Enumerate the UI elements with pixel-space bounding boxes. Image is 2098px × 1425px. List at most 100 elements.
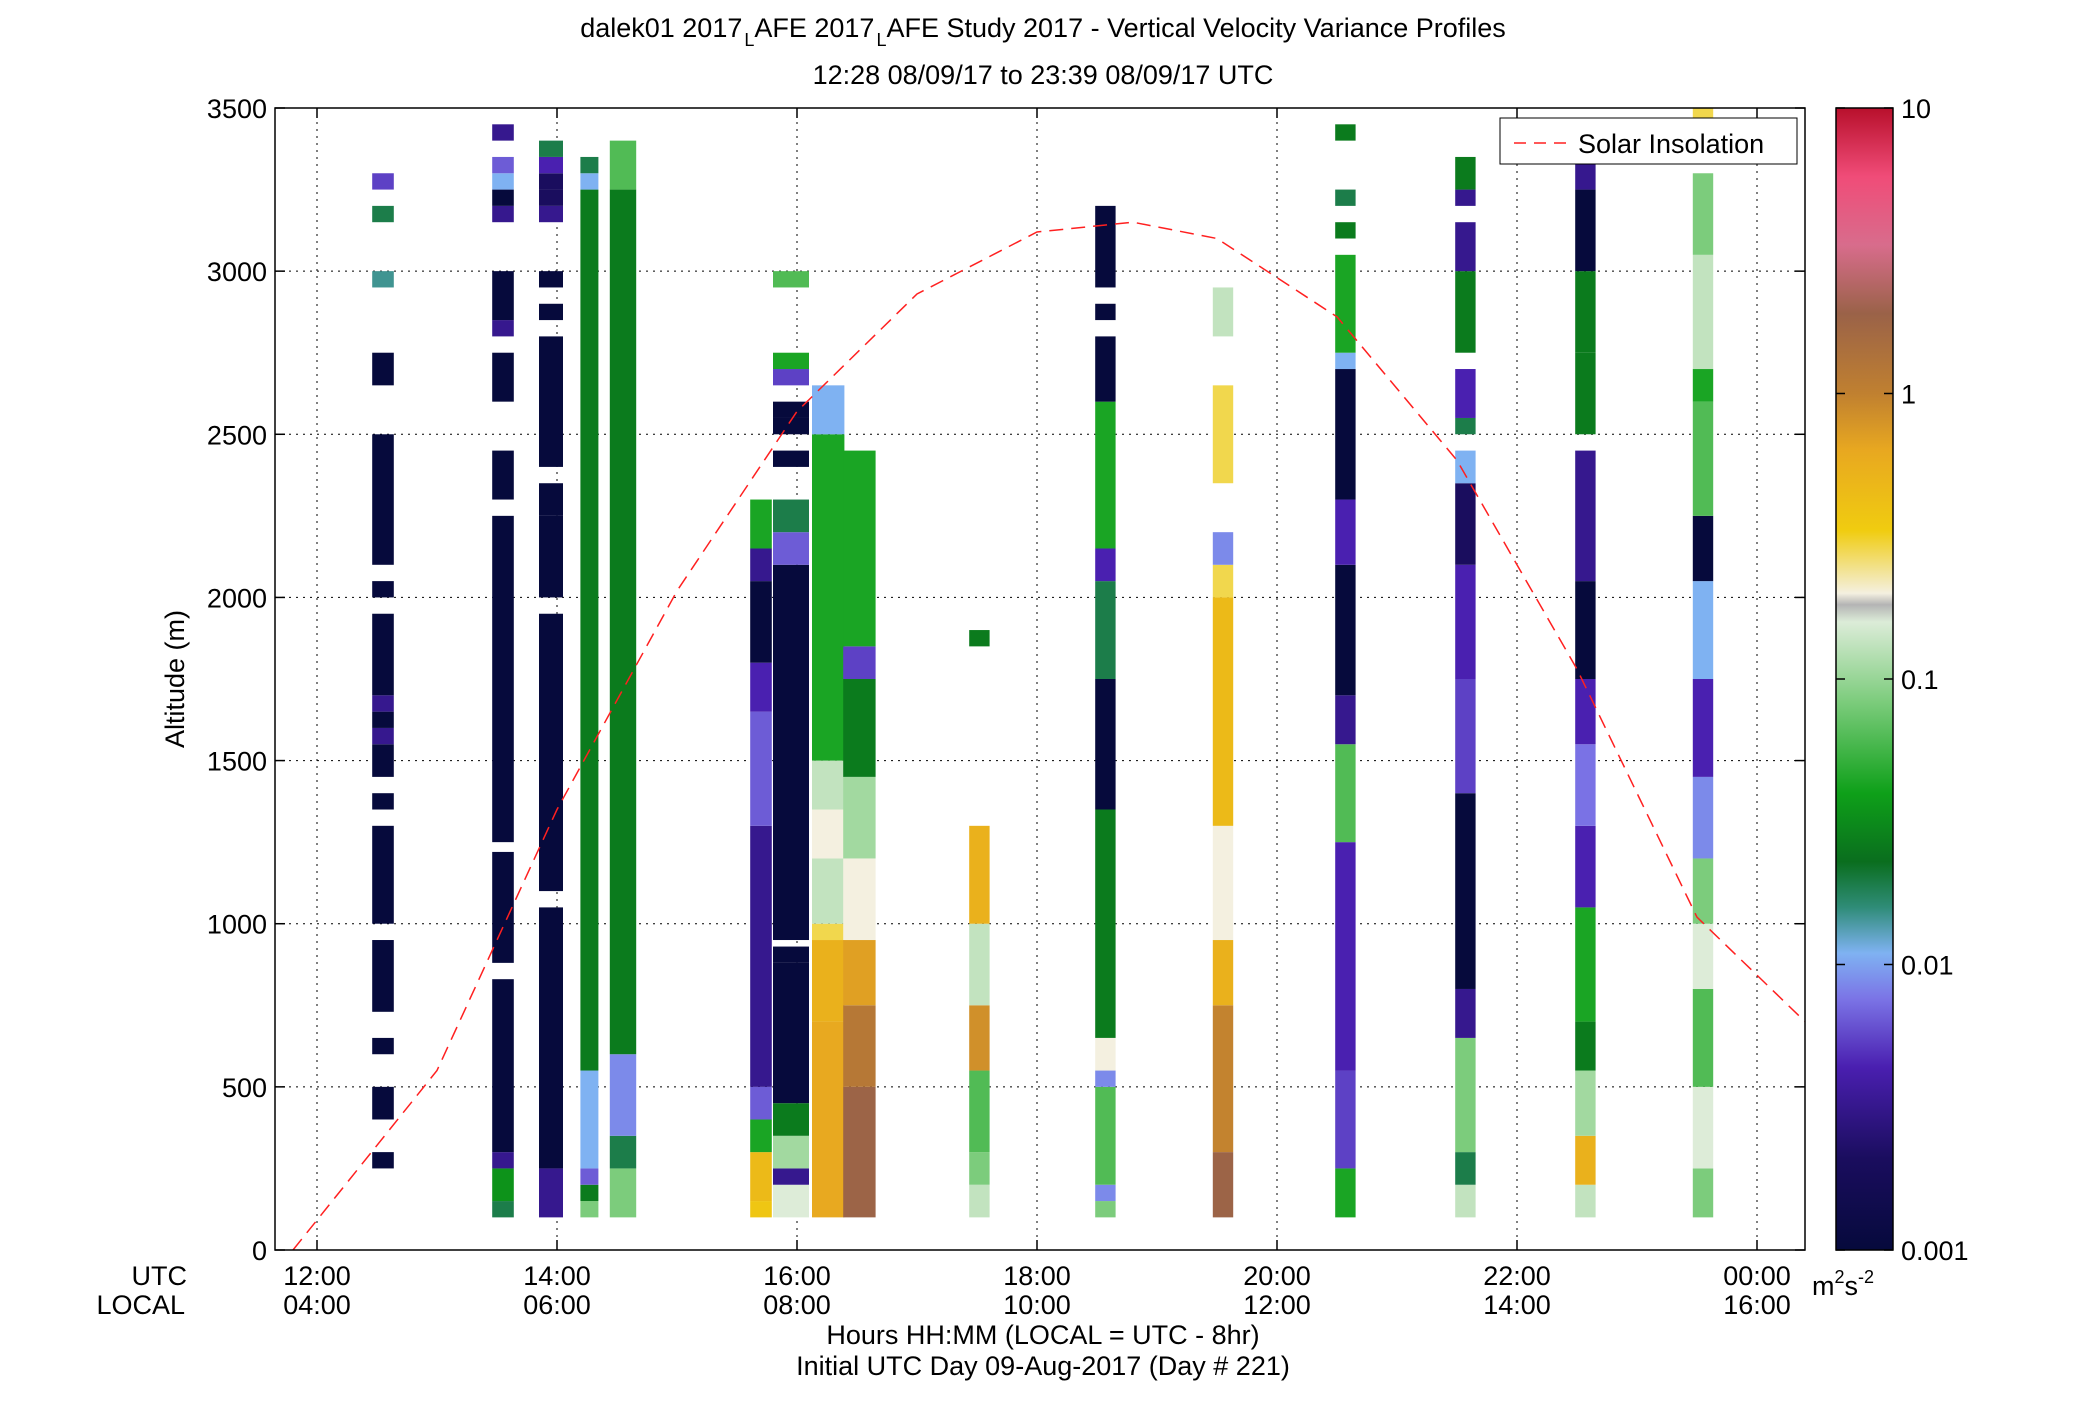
variance-cell — [812, 1021, 845, 1218]
variance-cell — [1575, 1135, 1596, 1185]
variance-cell — [969, 825, 990, 924]
variance-cell — [843, 1005, 876, 1087]
variance-cell — [1212, 532, 1234, 565]
variance-cell — [1095, 1184, 1116, 1202]
x-tick-label-local: 14:00 — [1483, 1290, 1551, 1320]
variance-cell — [1335, 842, 1356, 1071]
variance-cell — [773, 352, 809, 370]
variance-cell — [969, 923, 990, 1006]
variance-cell — [773, 401, 809, 418]
variance-cell — [1335, 744, 1356, 843]
variance-cell — [372, 173, 394, 190]
variance-cell — [1455, 679, 1476, 794]
y-tick-label: 2500 — [207, 420, 267, 450]
variance-cell — [539, 303, 563, 321]
variance-cell — [1335, 1070, 1356, 1169]
variance-cell — [843, 646, 876, 679]
variance-cell — [372, 711, 394, 728]
x-tick-label-local: 16:00 — [1723, 1290, 1791, 1320]
variance-cell — [372, 352, 394, 386]
variance-cell — [492, 156, 514, 174]
variance-cell — [580, 173, 599, 190]
variance-cell — [372, 613, 394, 696]
colorbar-tick-label: 1 — [1901, 380, 1916, 410]
variance-cell — [1455, 793, 1476, 989]
plot-frame — [274, 107, 1806, 1251]
variance-cell — [492, 189, 514, 206]
variance-cell — [492, 679, 514, 843]
variance-cell — [372, 1037, 394, 1055]
plot-area — [275, 108, 1805, 1250]
variance-cell — [1692, 858, 1714, 924]
variance-cell — [843, 858, 876, 941]
variance-cell — [372, 727, 394, 745]
variance-cell — [812, 858, 845, 924]
variance-cell — [773, 450, 809, 467]
variance-cell — [843, 450, 876, 647]
variance-cell — [1455, 988, 1476, 1038]
variance-cell — [580, 1070, 599, 1169]
variance-cell — [843, 776, 876, 859]
variance-cell — [1335, 695, 1356, 745]
y-tick-label: 1000 — [207, 910, 267, 940]
variance-cell — [539, 205, 563, 223]
variance-cell — [1575, 1070, 1596, 1136]
variance-cell — [372, 1086, 394, 1120]
variance-cell — [372, 1152, 394, 1169]
x-tick-label-utc: 22:00 — [1483, 1261, 1551, 1291]
variance-cell — [750, 581, 772, 663]
variance-cell — [969, 1184, 990, 1218]
variance-cell — [1095, 1070, 1116, 1087]
variance-cell — [580, 1201, 599, 1218]
variance-cell — [1575, 450, 1596, 582]
variance-cell — [1575, 1021, 1596, 1071]
variance-cell — [812, 385, 845, 435]
variance-cell — [812, 809, 845, 859]
variance-cell — [539, 173, 563, 190]
variance-cell — [539, 613, 563, 892]
variance-cell — [372, 744, 394, 777]
variance-cell — [492, 851, 514, 963]
variance-cell — [1455, 450, 1476, 484]
variance-cell — [1455, 369, 1476, 418]
variance-cell — [812, 434, 845, 761]
variance-cell — [580, 189, 599, 1071]
x-tick-label-utc: 20:00 — [1243, 1261, 1311, 1291]
variance-cell — [1095, 679, 1116, 810]
variance-cell — [1212, 287, 1234, 337]
variance-cell — [750, 825, 772, 1087]
variance-cell — [969, 1005, 990, 1071]
variance-cell — [969, 1070, 990, 1153]
variance-cell — [1095, 401, 1116, 549]
variance-cell — [372, 695, 394, 712]
variance-cell — [843, 679, 876, 777]
variance-cell — [372, 825, 394, 924]
variance-cell — [1095, 303, 1116, 321]
variance-cell — [1212, 940, 1234, 1006]
variance-cell — [1095, 1086, 1116, 1185]
y-tick-label: 2000 — [207, 583, 267, 613]
variance-cell — [609, 140, 637, 190]
variance-cell — [539, 156, 563, 174]
variance-cell — [1692, 988, 1714, 1087]
x-ticks: 12:0004:0014:0006:0016:0008:0018:0010:00… — [283, 108, 1791, 1320]
variance-cell — [773, 962, 809, 1104]
y-axis-label: Altitude (m) — [160, 610, 190, 748]
variance-cell — [539, 515, 563, 598]
variance-cell — [492, 979, 514, 1153]
variance-cell — [1095, 1201, 1116, 1218]
x-tick-label-utc: 12:00 — [283, 1261, 351, 1291]
variance-cell — [1095, 1037, 1116, 1071]
variance-cell — [1095, 548, 1116, 582]
variance-cell — [1095, 581, 1116, 679]
x-tick-label-utc: 18:00 — [1003, 1261, 1071, 1291]
variance-cell — [492, 173, 514, 190]
colorbar-tick-label: 0.001 — [1901, 1236, 1969, 1266]
variance-cell — [372, 940, 394, 1012]
utc-row-label: UTC — [132, 1261, 188, 1291]
variance-cell — [773, 1168, 809, 1185]
variance-cell — [492, 271, 514, 321]
variance-cell — [1575, 1184, 1596, 1218]
variance-cell — [1692, 923, 1714, 989]
y-tick-label: 0 — [252, 1236, 267, 1266]
